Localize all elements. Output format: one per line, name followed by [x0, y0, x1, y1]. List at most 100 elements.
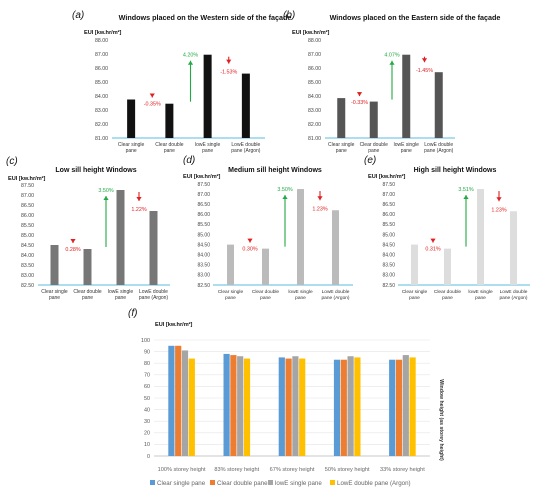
bar: [402, 54, 411, 139]
y-tick-label: 60: [144, 384, 150, 390]
y-axis-label-b: EUI [kw.hr/m²]: [292, 29, 330, 36]
bar: [409, 357, 416, 456]
bar: [333, 359, 341, 456]
annotation-label: 0.28%: [65, 247, 80, 253]
x-tick-label: Clear double pane: [434, 289, 462, 301]
bar: [297, 189, 304, 285]
decrease-arrow-head: [430, 238, 436, 243]
x-tick-label: LowE double pane (Argon): [139, 289, 169, 301]
decrease-arrow-head: [149, 93, 155, 98]
y-tick-label: 87.50: [197, 182, 210, 188]
bar: [181, 350, 189, 456]
y-tick-label: 83.50: [197, 263, 210, 269]
bar: [444, 248, 451, 285]
y-tick-label: 84.00: [21, 253, 34, 259]
decrease-arrow-head: [247, 238, 253, 243]
legend-swatch: [210, 480, 215, 485]
annotation-label: 3.50%: [277, 187, 292, 193]
y-tick-label: 86.00: [308, 66, 321, 72]
bar: [243, 358, 251, 456]
decrease-arrow-head: [421, 58, 428, 63]
panel-label-a: (a): [72, 10, 84, 21]
x-tick-label-line: lowE single: [468, 289, 493, 295]
x-tick-label-line: pane (Argon): [424, 148, 454, 154]
decrease-arrow-head: [496, 197, 502, 202]
x-tick-label-line: pane: [401, 148, 412, 154]
annotation-label: 0.30%: [242, 247, 257, 253]
bar: [402, 355, 409, 456]
legend-label: Clear double pane: [217, 480, 268, 487]
x-tick-label: Clear double pane: [252, 289, 280, 301]
x-tick-label-line: pane: [409, 296, 420, 301]
y-tick-label: 84.00: [197, 253, 210, 259]
bar: [389, 359, 396, 456]
y-tick-label: 85.50: [382, 222, 395, 228]
x-tick-label: LowE double pane (Argon): [424, 142, 454, 154]
y-tick-label: 83.00: [308, 108, 321, 114]
y-tick-label: 85.00: [382, 232, 395, 238]
y-tick-label: 81.00: [95, 136, 108, 142]
x-tick-label-line: lowE single: [288, 289, 313, 295]
x-tick-label-line: Clear double: [155, 142, 184, 148]
y-tick-label: 87.00: [308, 52, 321, 58]
y-tick-label: 87.00: [95, 52, 108, 58]
x-tick-label-line: pane: [115, 295, 126, 301]
x-tick-label-line: pane: [164, 148, 175, 154]
x-tick-label-line: Clear single: [41, 289, 68, 295]
bar: [83, 249, 92, 285]
annotation-label: 4.20%: [183, 53, 198, 59]
panel-label-b: (b): [283, 10, 295, 21]
x-tick-label: Clear single pane: [402, 289, 428, 301]
panel-label-e: (e): [364, 155, 376, 166]
y-tick-label: 84.00: [95, 94, 108, 100]
x-tick-label: Clear double pane: [360, 142, 389, 154]
x-tick-label: 83% storey height: [214, 467, 259, 473]
bar: [285, 358, 292, 456]
y-tick-label: 85.50: [197, 222, 210, 228]
y-axis-label-e: EUI [kw.hr/m²]: [368, 173, 406, 180]
bar: [434, 72, 443, 138]
x-tick-label-line: Clear single: [328, 142, 355, 148]
y-tick-label: 86.50: [197, 202, 210, 208]
x-tick-label: 100% storey height: [158, 467, 206, 473]
x-tick-label: LowE double pane (Argon): [322, 289, 350, 301]
y-tick-label: 85.00: [308, 80, 321, 86]
x-tick-label-line: pane: [475, 296, 486, 301]
y-tick-label: 85.00: [21, 233, 34, 239]
bar: [223, 353, 230, 456]
y-tick-label: 88.00: [95, 38, 108, 44]
bar: [188, 358, 195, 456]
x-tick-label-line: Clear double: [434, 289, 462, 295]
y-tick-label: 20: [144, 431, 150, 437]
chart-b: (b) Windows placed on the Eastern side of…: [283, 10, 500, 154]
x-tick-label-line: Clear single: [218, 289, 244, 295]
decrease-arrow-head: [317, 196, 323, 201]
y-axis-label-d: EUI [kw.hr/m²]: [183, 173, 221, 180]
x-tick-label-line: pane: [442, 296, 453, 301]
bar: [116, 190, 125, 285]
x-tick-label: LowE double pane (Argon): [231, 142, 261, 154]
x-tick-label-line: pane (Argon): [139, 295, 169, 301]
legend-label: Clear single pane: [157, 480, 206, 487]
bar: [227, 244, 234, 285]
x-tick-label: 33% storey height: [380, 467, 425, 473]
annotation-label: 1.23%: [312, 206, 327, 212]
y-tick-label: 83.00: [382, 273, 395, 279]
x-tick-label-line: lowE single: [195, 142, 221, 148]
x-tick-label-line: pane (Argon): [322, 295, 350, 301]
legend-label: LowE double pane (Argon): [337, 480, 411, 487]
bar: [127, 99, 136, 138]
decrease-arrow-head: [356, 92, 363, 97]
y-axis-label-a: EUI [kw.hr/m²]: [84, 29, 122, 36]
bar: [354, 357, 361, 456]
panel-label-f: (f): [128, 308, 137, 319]
y-tick-label: 30: [144, 419, 150, 425]
y-tick-label: 40: [144, 407, 150, 413]
x-tick-label-line: LowE double: [500, 289, 528, 295]
y-axis-label-f: EUI [kw.hr/m²]: [155, 321, 193, 328]
chart-title-b: Windows placed on the Eastern side of th…: [330, 13, 501, 22]
bar: [292, 356, 299, 456]
y-tick-label: 87.00: [382, 192, 395, 198]
